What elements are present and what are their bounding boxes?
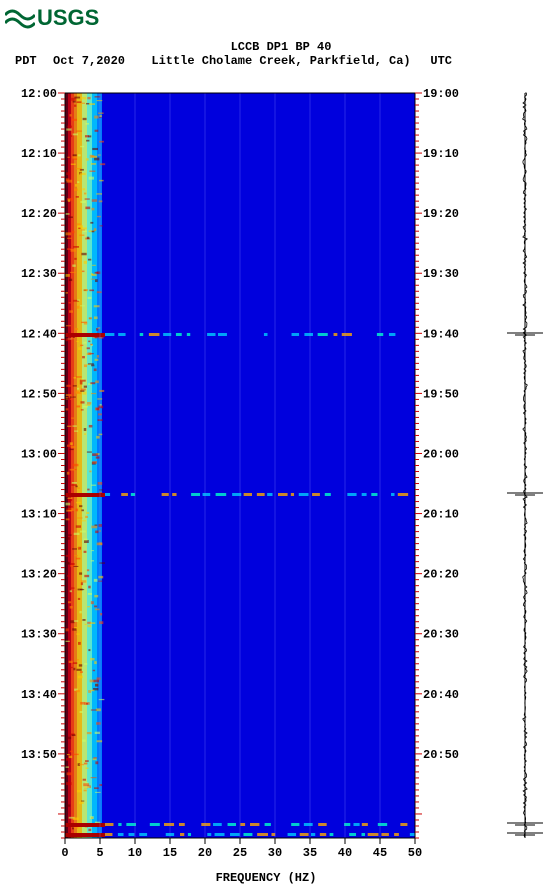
svg-text:45: 45 — [373, 846, 387, 860]
svg-text:25: 25 — [233, 846, 247, 860]
svg-text:20: 20 — [198, 846, 212, 860]
logo-text: USGS — [37, 5, 99, 31]
svg-text:13:20: 13:20 — [21, 568, 57, 582]
svg-text:13:00: 13:00 — [21, 447, 57, 461]
svg-text:12:50: 12:50 — [21, 387, 57, 401]
svg-text:12:00: 12:00 — [21, 87, 57, 101]
tz-right: UTC — [430, 54, 452, 68]
svg-text:13:40: 13:40 — [21, 688, 57, 702]
logo: USGS — [5, 5, 552, 30]
svg-text:12:10: 12:10 — [21, 147, 57, 161]
svg-text:20:30: 20:30 — [423, 628, 459, 642]
svg-text:19:30: 19:30 — [423, 267, 459, 281]
svg-text:20:40: 20:40 — [423, 688, 459, 702]
svg-text:13:50: 13:50 — [21, 748, 57, 762]
svg-text:19:00: 19:00 — [423, 87, 459, 101]
svg-text:20:00: 20:00 — [423, 447, 459, 461]
svg-text:0: 0 — [61, 846, 68, 860]
tz-left: PDT — [15, 54, 37, 68]
svg-text:50: 50 — [408, 846, 422, 860]
svg-text:5: 5 — [96, 846, 103, 860]
svg-text:12:20: 12:20 — [21, 207, 57, 221]
spectrogram: 12:00 12:10 12:20 12:30 12:40 12:50 13:00 13:10… — [5, 83, 545, 873]
svg-text:13:10: 13:10 — [21, 508, 57, 522]
svg-text:19:20: 19:20 — [423, 207, 459, 221]
svg-text:35: 35 — [303, 846, 317, 860]
svg-text:19:50: 19:50 — [423, 387, 459, 401]
svg-text:20:10: 20:10 — [423, 508, 459, 522]
svg-text:12:30: 12:30 — [21, 267, 57, 281]
svg-text:10: 10 — [128, 846, 142, 860]
chart-subtitle: Little Cholame Creek, Parkfield, Ca) — [151, 54, 410, 68]
svg-text:19:10: 19:10 — [423, 147, 459, 161]
logo-wave-icon — [5, 7, 35, 29]
date: Oct 7,2020 — [53, 54, 125, 68]
xaxis-label: FREQUENCY (HZ) — [0, 871, 552, 885]
svg-text:30: 30 — [268, 846, 282, 860]
svg-text:40: 40 — [338, 846, 352, 860]
svg-text:19:40: 19:40 — [423, 327, 459, 341]
chart-title: LCCB DP1 BP 40 — [5, 40, 552, 54]
chart-area: 12:00 12:10 12:20 12:30 12:40 12:50 13:00 13:10… — [5, 83, 545, 873]
svg-text:13:30: 13:30 — [21, 628, 57, 642]
svg-text:12:40: 12:40 — [21, 327, 57, 341]
svg-text:20:50: 20:50 — [423, 748, 459, 762]
svg-text:15: 15 — [163, 846, 177, 860]
svg-text:20:20: 20:20 — [423, 568, 459, 582]
